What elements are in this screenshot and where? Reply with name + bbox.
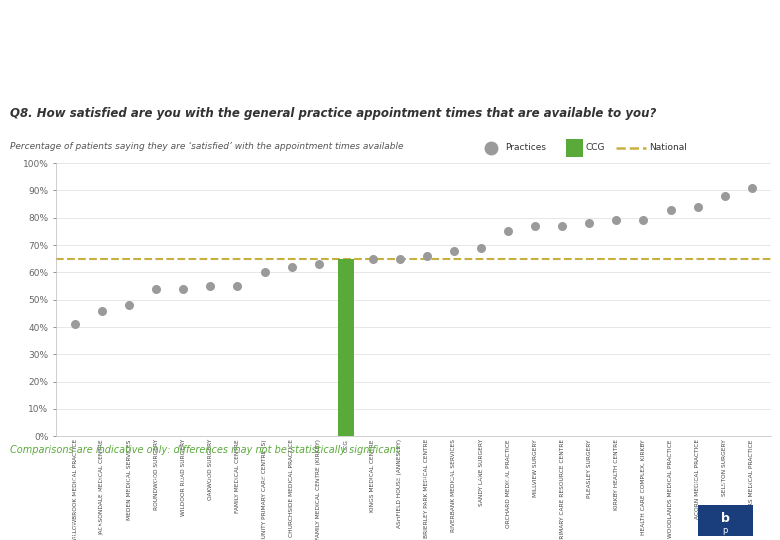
Text: Social Research Institute: Social Research Institute — [10, 521, 105, 530]
Bar — [338, 259, 354, 436]
Text: %Satisfied = %Very satisfied + %Fairly satisfied: %Satisfied = %Very satisfied + %Fairly s… — [679, 481, 780, 487]
Text: b: b — [721, 512, 730, 525]
Text: Satisfaction with appointment times:: Satisfaction with appointment times: — [10, 19, 403, 38]
Text: Ipsos MORI: Ipsos MORI — [10, 508, 71, 518]
Text: 40: 40 — [382, 514, 398, 527]
Text: how the CCG’s practices compare: how the CCG’s practices compare — [10, 55, 364, 74]
Text: p: p — [723, 526, 728, 535]
Bar — [566, 139, 583, 157]
Bar — [698, 505, 753, 536]
Text: Percentage of patients saying they are ‘satisfied’ with the appointment times av: Percentage of patients saying they are ‘… — [10, 142, 403, 151]
Text: ©Ipsos MORI    13-042653-01 | Version 1 | Public: ©Ipsos MORI 13-042653-01 | Version 1 | P… — [10, 533, 172, 540]
Text: CCG: CCG — [586, 143, 605, 152]
Text: Practices: Practices — [505, 143, 547, 152]
Text: Q8. How satisfied are you with the general practice appointment times that are a: Q8. How satisfied are you with the gener… — [10, 107, 657, 120]
Text: Practice bases range from 73 to 121: Practice bases range from 73 to 121 — [10, 490, 142, 496]
Text: Comparisons are indicative only: differences may not be statistically significan: Comparisons are indicative only: differe… — [10, 444, 400, 455]
Text: Base: All those completing a questionnaire excluding ‘I’m not sure when I can ge: Base: All those completing a questionnai… — [10, 476, 512, 482]
Text: National: National — [649, 143, 687, 152]
